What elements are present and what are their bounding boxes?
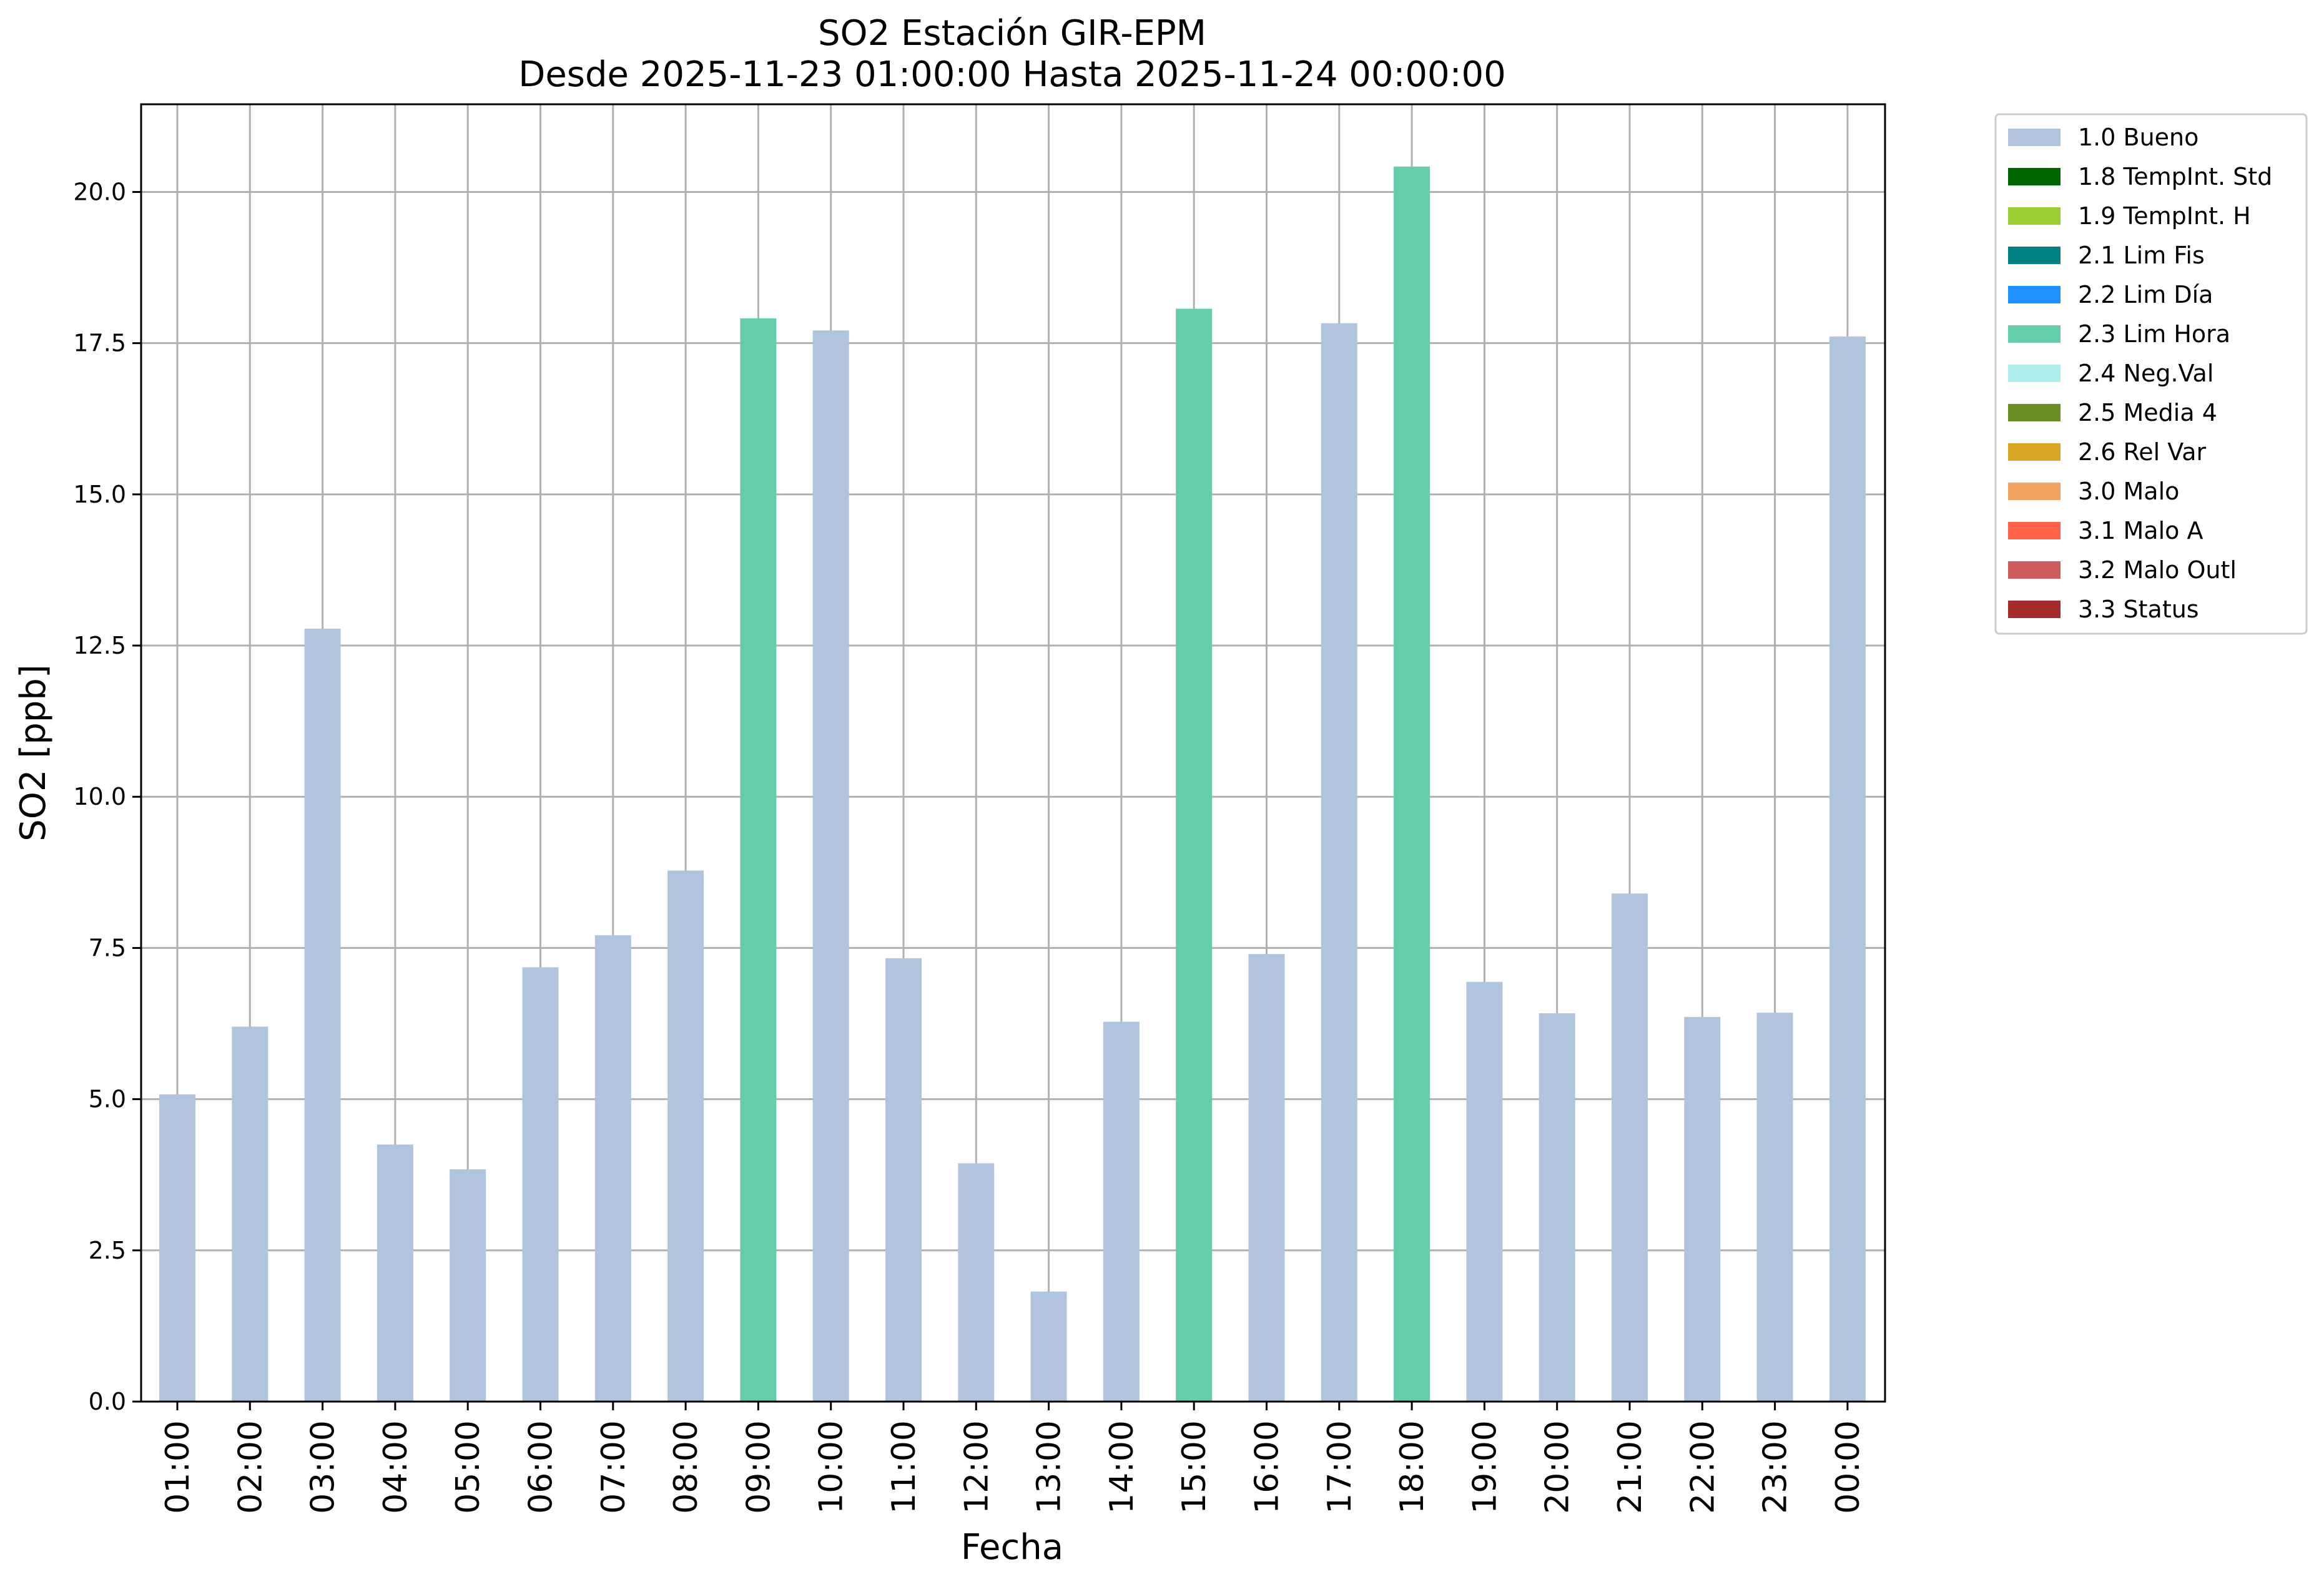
bar-13:00 (1030, 1291, 1067, 1402)
x-tick-label: 18:00 (1394, 1420, 1431, 1514)
bar-10:00 (812, 330, 849, 1402)
x-tick-label: 08:00 (667, 1420, 705, 1514)
chart-title: SO2 Estación GIR-EPM (818, 13, 1206, 54)
legend-swatch (2008, 365, 2061, 382)
x-tick-label: 05:00 (450, 1420, 487, 1514)
x-tick-label: 13:00 (1031, 1420, 1068, 1514)
legend-swatch (2008, 325, 2061, 343)
x-axis-ticks: 01:00 02:00 03:00 04:00 05:00 06:00 07:00 08:00… (159, 1402, 1867, 1514)
bar-04:00 (377, 1144, 413, 1402)
legend-label: 2.6 Rel Var (2078, 438, 2207, 466)
y-axis-label: SO2 [ppb] (13, 664, 54, 841)
y-tick-label: 2.5 (89, 1237, 126, 1264)
bar-03:00 (304, 628, 341, 1402)
bar-series (159, 166, 1866, 1402)
legend-label: 1.0 Bueno (2078, 124, 2198, 151)
y-tick-label: 12.5 (73, 632, 126, 659)
bar-18:00 (1394, 166, 1430, 1402)
chart-subtitle: Desde 2025-11-23 01:00:00 Hasta 2025-11-… (518, 54, 1506, 95)
legend-swatch (2008, 483, 2061, 500)
x-tick-label: 06:00 (523, 1420, 560, 1514)
bar-19:00 (1466, 981, 1503, 1402)
x-axis-label: Fecha (961, 1527, 1063, 1568)
x-tick-label: 07:00 (595, 1420, 633, 1514)
bar-21:00 (1612, 893, 1648, 1402)
bar-00:00 (1829, 337, 1866, 1402)
legend-swatch (2008, 129, 2061, 146)
y-axis-ticks: 0.0 2.5 5.0 7.5 10.0 12.5 15.0 17.5 20.0 (73, 178, 141, 1415)
bar-02:00 (232, 1026, 268, 1402)
x-tick-label: 14:00 (1103, 1420, 1141, 1514)
x-tick-label: 11:00 (885, 1420, 923, 1514)
x-tick-label: 20:00 (1539, 1420, 1577, 1514)
bar-07:00 (594, 935, 631, 1402)
legend: 1.0 Bueno 1.8 TempInt. Std 1.9 TempInt. H 2… (1994, 113, 2308, 635)
x-tick-label: 16:00 (1249, 1420, 1286, 1514)
y-tick-label: 15.0 (73, 481, 126, 508)
legend-swatch (2008, 601, 2061, 618)
legend-swatch (2008, 404, 2061, 421)
legend-label: 3.2 Malo Outl (2078, 556, 2237, 584)
x-tick-label: 22:00 (1684, 1420, 1721, 1514)
y-tick-label: 7.5 (89, 934, 126, 961)
bar-12:00 (958, 1163, 995, 1402)
bar-15:00 (1176, 308, 1213, 1402)
x-tick-label: 09:00 (740, 1420, 777, 1514)
bar-23:00 (1756, 1013, 1793, 1402)
legend-label: 1.8 TempInt. Std (2078, 163, 2272, 190)
x-tick-label: 00:00 (1829, 1420, 1867, 1514)
x-tick-label: 02:00 (232, 1420, 269, 1514)
y-tick-label: 5.0 (89, 1086, 126, 1113)
x-tick-label: 15:00 (1176, 1420, 1213, 1514)
x-tick-label: 21:00 (1612, 1420, 1649, 1514)
x-tick-label: 19:00 (1466, 1420, 1504, 1514)
x-tick-label: 01:00 (159, 1420, 197, 1514)
bar-05:00 (450, 1169, 486, 1402)
bar-17:00 (1321, 323, 1357, 1402)
legend-label: 2.4 Neg.Val (2078, 360, 2213, 387)
legend-label: 3.3 Status (2078, 596, 2199, 623)
x-tick-label: 23:00 (1757, 1420, 1795, 1514)
bar-14:00 (1103, 1021, 1140, 1402)
x-tick-label: 12:00 (958, 1420, 995, 1514)
y-tick-label: 0.0 (89, 1388, 126, 1415)
x-tick-label: 17:00 (1321, 1420, 1359, 1514)
legend-label: 3.0 Malo (2078, 478, 2179, 505)
legend-label: 2.3 Lim Hora (2078, 320, 2230, 348)
legend-swatch (2008, 522, 2061, 539)
legend-label: 2.1 Lim Fis (2078, 242, 2205, 269)
bar-06:00 (522, 967, 559, 1402)
bar-09:00 (740, 318, 777, 1402)
legend-label: 2.2 Lim Día (2078, 281, 2213, 308)
legend-swatch (2008, 286, 2061, 303)
legend-swatch (2008, 561, 2061, 579)
bar-22:00 (1684, 1016, 1721, 1402)
legend-label: 2.5 Media 4 (2078, 399, 2217, 426)
y-tick-label: 10.0 (73, 783, 126, 810)
bar-20:00 (1539, 1013, 1575, 1402)
legend-swatch (2008, 443, 2061, 461)
bar-11:00 (885, 958, 922, 1402)
x-tick-label: 03:00 (305, 1420, 342, 1514)
legend-swatch (2008, 168, 2061, 185)
legend-label: 1.9 TempInt. H (2078, 202, 2251, 230)
legend-box (1994, 113, 2308, 635)
bar-08:00 (667, 870, 704, 1402)
y-tick-label: 20.0 (73, 178, 126, 205)
y-tick-label: 17.5 (73, 330, 126, 357)
x-tick-label: 10:00 (813, 1420, 850, 1514)
x-tick-label: 04:00 (377, 1420, 415, 1514)
bar-16:00 (1248, 954, 1285, 1402)
plot-frame (140, 103, 1886, 1403)
legend-swatch (2008, 207, 2061, 225)
bar-01:00 (159, 1094, 195, 1402)
legend-label: 3.1 Malo A (2078, 517, 2203, 544)
legend-swatch (2008, 247, 2061, 264)
